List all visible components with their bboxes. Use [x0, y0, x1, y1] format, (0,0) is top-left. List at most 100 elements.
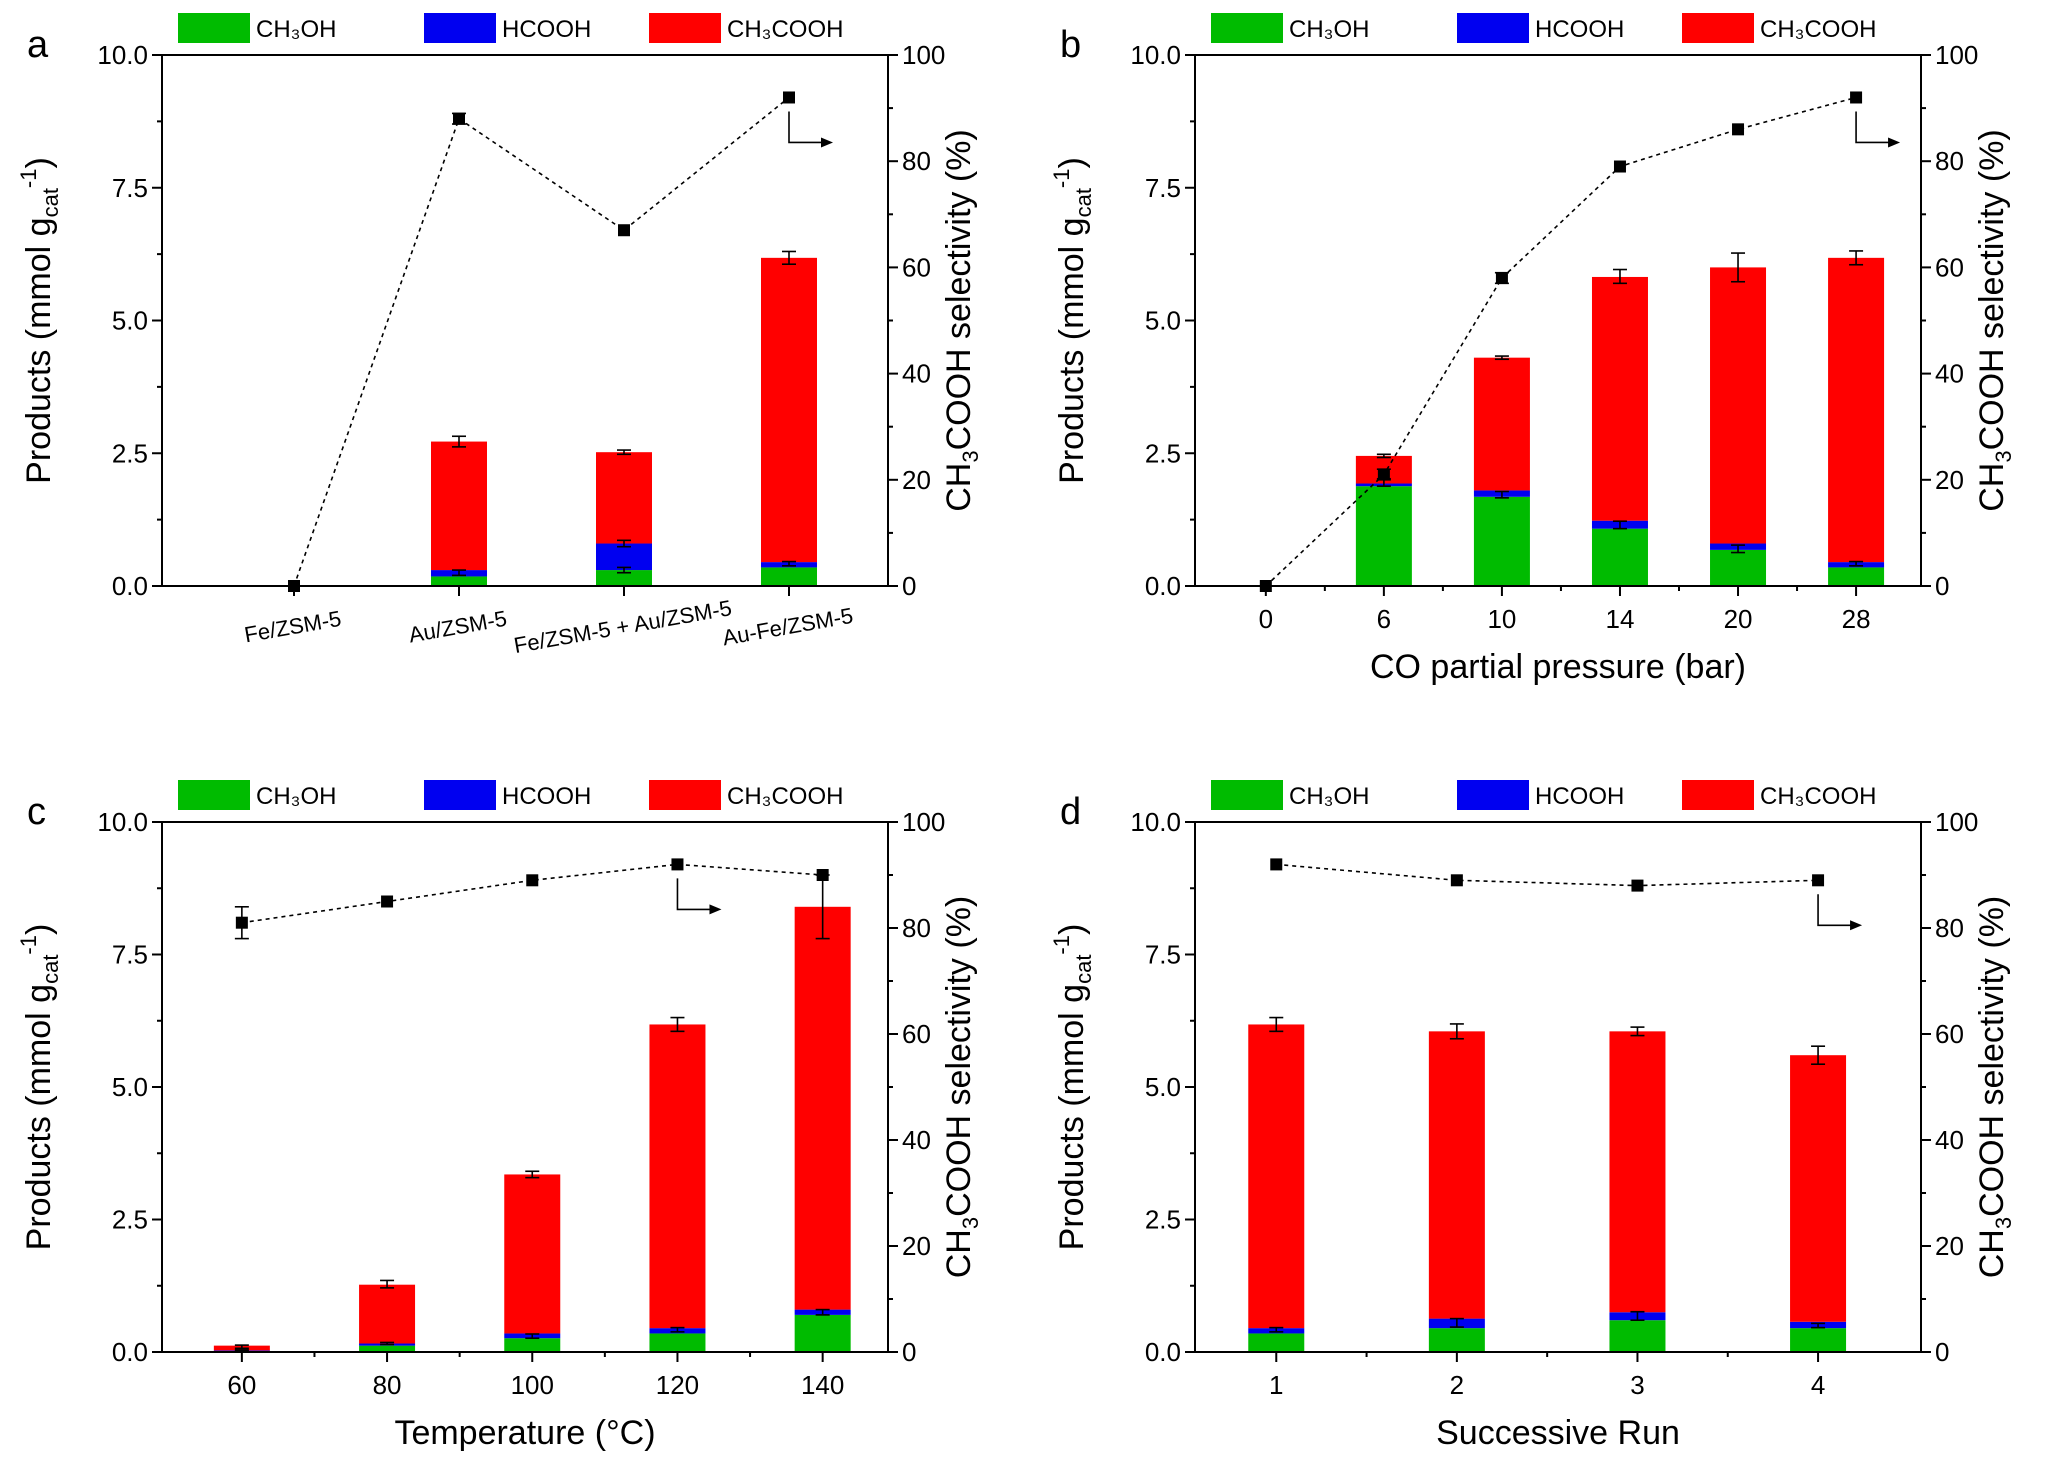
- selectivity-point: [1495, 272, 1508, 285]
- y2-axis-title-main: CH: [1973, 463, 2011, 512]
- y-axis-title-end: ): [1053, 924, 1091, 935]
- y2-tick-label: 0: [1935, 571, 1949, 601]
- panel-a: 0.0 2.5 5.0 7.5 10.0 0 20 40 60 80 100 Fe/ZSM-5 Au/Z…: [16, 13, 983, 658]
- y-axis-title: Products (mmol gcat-1): [16, 924, 63, 1251]
- x-tick-label: 140: [801, 1370, 844, 1400]
- y-tick-label: 10.0: [97, 40, 148, 70]
- bar-ch3cooh: [1710, 267, 1767, 544]
- selectivity-point: [1850, 91, 1863, 104]
- selectivity-line: [293, 96, 790, 587]
- y-tick-label: 7.5: [112, 173, 148, 203]
- y-axis-title-end: ): [20, 157, 58, 168]
- y-axis-title-sup: -1: [1049, 169, 1074, 189]
- selectivity-point: [235, 916, 248, 929]
- bar-ch3cooh: [1248, 1024, 1305, 1329]
- y-axis-title-sub: cat: [38, 188, 63, 217]
- y-tick-label: 10.0: [1130, 40, 1181, 70]
- selectivity-point: [816, 869, 829, 881]
- bar-ch3cooh: [504, 1174, 561, 1334]
- y2-tick-label: 60: [1935, 1019, 1964, 1049]
- plot-frame: [1194, 54, 1922, 587]
- y-axis-title-end: ): [20, 924, 58, 935]
- legend-swatch-ch3oh: [1211, 13, 1283, 43]
- y2-tick-label: 40: [1935, 1125, 1964, 1155]
- y2-axis-title-end: COOH selectivity (%): [940, 129, 978, 450]
- y2-tick-label: 20: [1935, 465, 1964, 495]
- legend-label-hcooh: HCOOH: [502, 16, 591, 43]
- legend-swatch-hcooh: [424, 780, 496, 810]
- panel-label: c: [27, 791, 46, 833]
- y-axis-title-sup: -1: [16, 935, 41, 955]
- selectivity-point: [1732, 123, 1745, 136]
- right-axis-arrow: [676, 878, 713, 911]
- arrow-head-icon: [1888, 137, 1901, 148]
- bars: [431, 257, 817, 586]
- legend-label-hcooh: HCOOH: [1535, 783, 1624, 810]
- y-tick-label: 7.5: [1145, 173, 1181, 203]
- y-tick-label: 5.0: [1145, 1072, 1181, 1102]
- y2-axis-title-end: COOH selectivity (%): [940, 896, 978, 1217]
- bar-ch3cooh: [1591, 276, 1648, 521]
- panel-b: 0.0 2.5 5.0 7.5 10.0 0 20 40 60 80 100 0 6 10 14 20 28 CO…: [1049, 13, 2016, 686]
- selectivity-point: [1377, 468, 1390, 481]
- y-tick-label: 7.5: [112, 940, 148, 970]
- legend-swatch-ch3cooh: [1682, 13, 1754, 43]
- y2-tick-label: 0: [1935, 1337, 1949, 1367]
- x-tick-label: 100: [511, 1370, 554, 1400]
- bar-ch3cooh: [794, 906, 851, 1310]
- y-axis-title-end: ): [1053, 157, 1091, 168]
- arrow-head-icon: [709, 904, 722, 915]
- y2-axis-title: CH3COOH selectivity (%): [940, 129, 983, 512]
- legend-swatch-hcooh: [424, 13, 496, 43]
- y-axis-title: Products (mmol gcat-1): [1049, 157, 1096, 484]
- legend-label-ch3cooh: CH₃COOH: [727, 783, 843, 810]
- right-axis-arrow: [788, 111, 824, 144]
- bar-ch3oh: [504, 1338, 561, 1352]
- y2-axis-title-sub: 3: [958, 450, 983, 462]
- y2-axis-title: CH3COOH selectivity (%): [940, 896, 983, 1279]
- x-axis-title: Successive Run: [1436, 1414, 1680, 1452]
- x-axis-title: Temperature (°C): [394, 1414, 655, 1452]
- right-axis-arrow: [1817, 894, 1854, 927]
- bars: [1248, 1024, 1847, 1352]
- y2-axis-title-sub: 3: [958, 1217, 983, 1229]
- selectivity-point: [453, 112, 465, 125]
- y-axis-title-main: Products (mmol g: [20, 217, 58, 483]
- y2-tick-label: 40: [1935, 359, 1964, 389]
- y-axis-title-sup: -1: [16, 169, 41, 189]
- legend: CH₃OH HCOOH CH₃COOH: [178, 13, 843, 43]
- y2-tick-label: 80: [902, 146, 931, 176]
- x-tick-label: Fe/ZSM-5: [242, 606, 343, 648]
- y2-tick-label: 60: [1935, 252, 1964, 282]
- y-tick-label: 2.5: [112, 438, 148, 468]
- bar-error-bars: [234, 874, 830, 1352]
- bar-ch3oh: [1710, 549, 1767, 586]
- bar-ch3cooh: [761, 257, 817, 563]
- selectivity-point: [671, 858, 684, 871]
- bar-ch3oh: [649, 1333, 706, 1352]
- panel-label: a: [27, 24, 49, 66]
- y-axis-title-main: Products (mmol g: [1053, 984, 1091, 1250]
- x-tick-label: 2: [1450, 1370, 1464, 1400]
- bar-ch3oh: [1609, 1320, 1666, 1352]
- selectivity-line: [241, 863, 823, 924]
- bar-ch3oh: [1248, 1333, 1305, 1352]
- bar-ch3oh: [596, 570, 652, 586]
- y-axis-title-sub: cat: [1071, 188, 1096, 217]
- x-tick-label: Au-Fe/ZSM-5: [721, 603, 855, 651]
- bar-ch3oh: [1473, 496, 1530, 586]
- y-tick-label: 5.0: [1145, 306, 1181, 336]
- x-tick-label: 6: [1377, 604, 1391, 634]
- selectivity-point: [1613, 160, 1626, 173]
- bar-ch3oh: [359, 1345, 416, 1352]
- selectivity-point: [1450, 874, 1463, 887]
- bar-error-bars: [452, 250, 796, 577]
- bar-ch3cooh: [1609, 1031, 1666, 1313]
- panel-d: 0.0 2.5 5.0 7.5 10.0 0 20 40 60 80 100 1 2 3 4 Successi…: [1049, 780, 2016, 1452]
- legend-label-ch3cooh: CH₃COOH: [1760, 783, 1876, 810]
- panel-label: b: [1060, 24, 1081, 66]
- selectivity-point: [618, 224, 630, 237]
- x-tick-label: 0: [1259, 604, 1273, 634]
- x-tick-label: 10: [1487, 604, 1516, 634]
- selectivity-point: [381, 895, 394, 908]
